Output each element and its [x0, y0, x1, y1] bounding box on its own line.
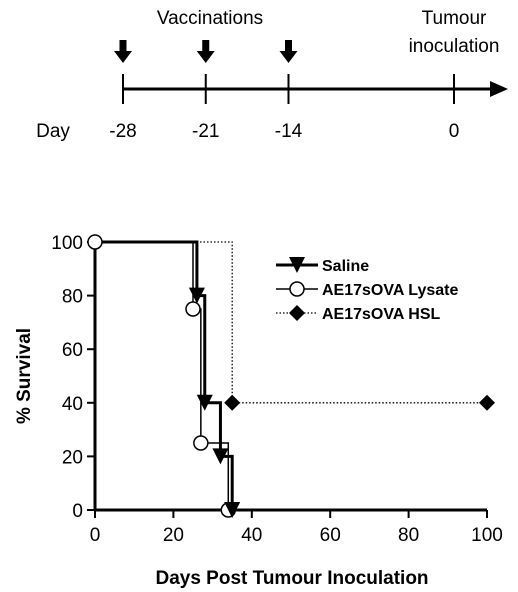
timeline-marks: -28 -21 -14 0: [109, 40, 459, 142]
legend-marker-1: [289, 281, 305, 297]
x-tick-label-5: 100: [471, 525, 503, 546]
vaccinations-label: Vaccinations: [157, 8, 263, 29]
y-tick-label-4: 80: [62, 287, 83, 308]
x-axis-title: Days Post Tumour Inoculation: [155, 568, 428, 589]
survival-chart: 0 20 40 60 80 100 0 20 40 60 80 100 Days Post Tumou…: [14, 233, 503, 589]
series-0-marker-1: [196, 394, 213, 411]
x-tick-label-4: 80: [398, 525, 419, 546]
x-tick-label-3: 60: [320, 525, 341, 546]
series-1-marker-2: [193, 435, 209, 451]
legend-label-2: AE17sOVA HSL: [322, 306, 440, 323]
legend: Saline AE17sOVA Lysate AE17sOVA HSL: [276, 257, 458, 323]
y-tick-label-1: 20: [62, 447, 83, 468]
series-group: [87, 234, 495, 518]
vaccination-arrow-head-1: [196, 51, 215, 63]
y-tick-label-3: 60: [62, 340, 83, 361]
x-tick-label-0: 0: [90, 525, 101, 546]
series-2-marker-1: [479, 394, 495, 411]
legend-marker-2: [289, 305, 305, 321]
legend-marker-0: [289, 257, 305, 273]
x-tick-label-2: 40: [241, 525, 262, 546]
tumour-label-line1: Tumour: [422, 8, 487, 29]
series-0-marker-0: [188, 287, 205, 304]
timeline-day-2: -14: [275, 121, 303, 142]
vaccination-arrow-shaft-2: [285, 40, 292, 52]
timeline-day-1: -21: [192, 121, 219, 142]
y-tick-label-0: 0: [72, 501, 83, 522]
series-1-marker-1: [185, 301, 201, 317]
day-label: Day: [36, 121, 70, 142]
vaccination-arrow-shaft-0: [119, 40, 127, 52]
x-tick-label-1: 20: [163, 525, 184, 546]
vaccination-arrow-shaft-1: [202, 40, 210, 52]
y-tick-label-5: 100: [51, 233, 83, 254]
axis-ticks: 0 20 40 60 80 100 0 20 40 60 80 100: [51, 233, 503, 546]
y-axis-title: % Survival: [14, 328, 35, 424]
series-1-marker-0: [87, 234, 103, 250]
timeline-day-0: -28: [109, 121, 136, 142]
timeline: Vaccinations Tumour inoculation -28 -21 -1…: [36, 8, 508, 142]
series-0-marker-2: [212, 448, 229, 465]
timeline-day-3: 0: [449, 121, 460, 142]
series-0-marker-3: [224, 502, 241, 518]
vaccination-arrow-head-0: [114, 51, 132, 63]
series-line-2: [95, 241, 487, 404]
tumour-label-line2: inoculation: [409, 36, 500, 57]
series-line-1: [95, 241, 230, 510]
timeline-arrowhead: [490, 81, 508, 97]
vaccination-arrow-head-2: [279, 51, 298, 63]
series-line-0: [95, 240, 234, 510]
legend-label-0: Saline: [322, 258, 369, 275]
series-2-marker-0: [224, 394, 241, 411]
y-tick-label-2: 40: [62, 394, 83, 415]
legend-label-1: AE17sOVA Lysate: [322, 282, 458, 299]
